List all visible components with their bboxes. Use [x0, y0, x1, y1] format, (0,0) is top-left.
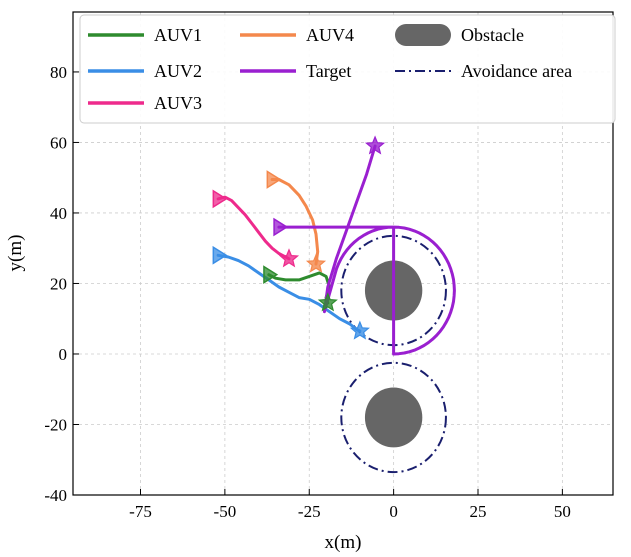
ticks: -75 -50 -25 0 25 50 -40 -20 0 20 40 60 80 — [44, 63, 571, 521]
series — [216, 144, 456, 356]
y-tick-label: -20 — [44, 415, 67, 434]
legend-label: AUV1 — [154, 25, 202, 45]
legend-label: AUV2 — [154, 61, 202, 81]
target-end-marker — [273, 217, 289, 237]
series-line-auv3 — [216, 195, 291, 261]
series-end-marker-auv3 — [278, 248, 300, 268]
legend-box — [79, 14, 616, 124]
legend-swatch-obstacle — [395, 24, 451, 46]
series-line-auv4 — [270, 178, 320, 266]
series-start-marker-auv4 — [266, 170, 282, 189]
y-tick-label: 0 — [59, 345, 68, 364]
legend-label: Avoidance area — [461, 61, 572, 81]
plot-frame — [72, 11, 614, 496]
series-line-target — [277, 144, 456, 356]
target-start-marker — [364, 135, 386, 155]
x-tick-label: 0 — [389, 502, 398, 521]
x-axis-label: x(m) — [325, 532, 362, 553]
y-tick-label: 40 — [50, 204, 67, 223]
avoidance-area-circle — [340, 361, 447, 474]
x-tick-label: 25 — [470, 502, 487, 521]
obstacle-circle — [364, 387, 423, 448]
series-end-marker-auv2 — [349, 320, 370, 340]
series-start-marker-auv2 — [212, 245, 228, 265]
legend-label: AUV3 — [154, 93, 202, 113]
y-tick-label: 80 — [50, 63, 67, 82]
y-tick-label: 20 — [50, 274, 67, 293]
series-start-marker-auv3 — [212, 189, 228, 209]
x-tick-label: -75 — [129, 502, 152, 521]
legend-label: Target — [306, 61, 351, 81]
series-end-marker-auv1 — [317, 292, 338, 312]
legend-label: AUV4 — [306, 25, 354, 45]
x-tick-label: 50 — [554, 502, 571, 521]
x-tick-label: -50 — [214, 502, 237, 521]
series-line-auv2 — [216, 253, 362, 333]
y-tick-label: 60 — [50, 133, 67, 152]
series-start-marker-auv1 — [263, 265, 279, 285]
legend: AUV1 AUV2 AUV3 AUV4 Target Obstacle Avoidance … — [79, 14, 616, 124]
y-tick-label: -40 — [44, 486, 67, 505]
series-end-marker-auv4 — [305, 253, 327, 273]
y-axis-label: y(m) — [5, 235, 26, 272]
x-tick-label: -25 — [298, 502, 321, 521]
markers — [212, 135, 386, 340]
legend-label: Obstacle — [461, 25, 524, 45]
